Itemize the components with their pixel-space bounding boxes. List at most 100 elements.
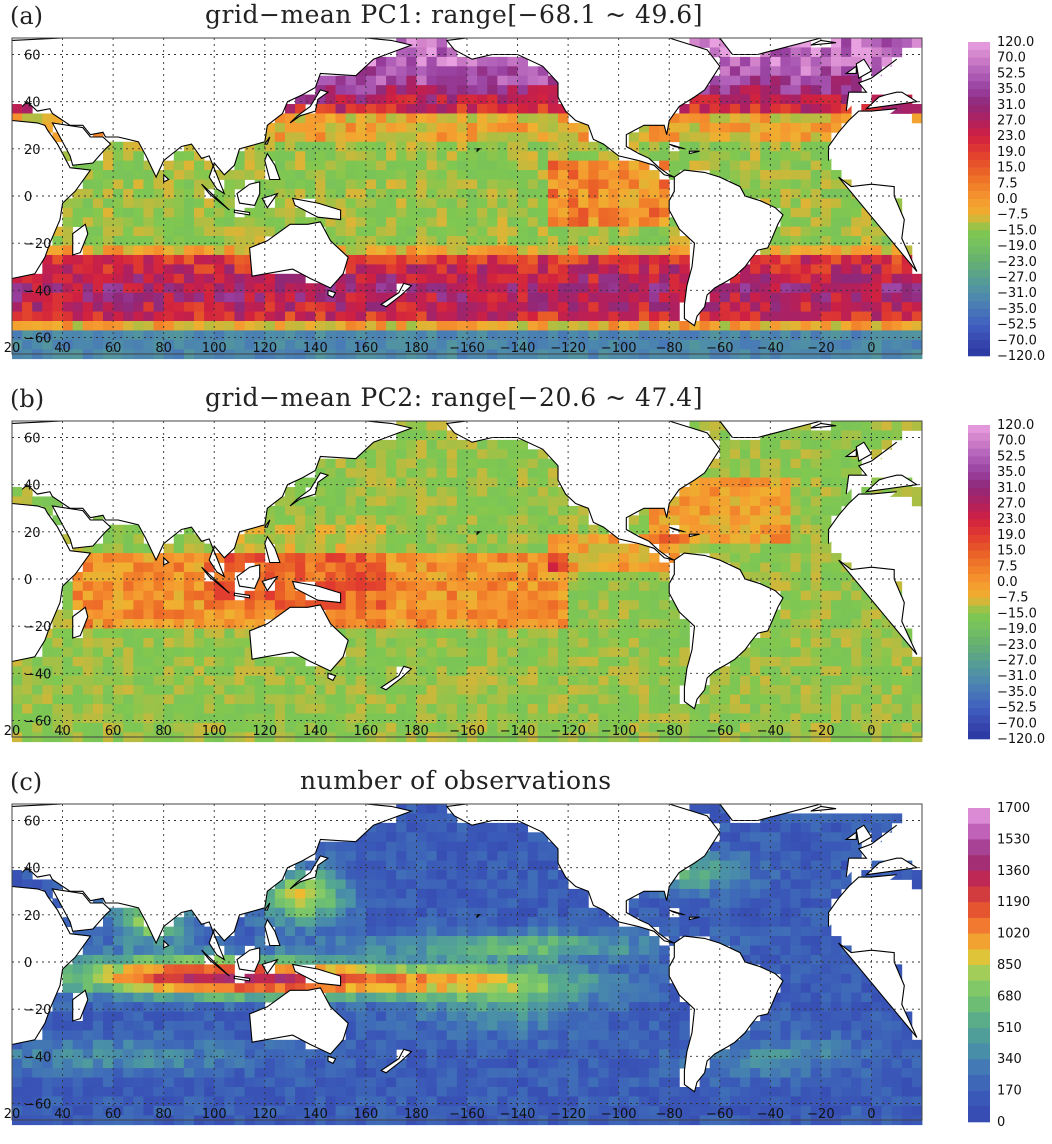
grid-cell	[609, 610, 620, 620]
grid-cell	[811, 704, 822, 714]
grid-cell	[507, 283, 518, 293]
grid-cell	[275, 321, 286, 331]
grid-cell	[770, 553, 781, 563]
grid-cell	[386, 246, 397, 256]
grid-cell	[366, 198, 377, 208]
grid-cell	[791, 657, 802, 667]
grid-cell	[366, 553, 377, 563]
grid-cell	[416, 610, 427, 620]
grid-cell	[750, 704, 761, 714]
grid-cell	[588, 189, 599, 199]
grid-cell	[113, 544, 124, 554]
colorbar-label: 0.0	[997, 575, 1018, 590]
grid-cell	[750, 142, 761, 152]
grid-cell	[83, 1087, 94, 1097]
grid-cell	[780, 302, 791, 312]
grid-cell	[760, 302, 771, 312]
colorbar-swatch	[968, 50, 990, 58]
grid-cell	[659, 302, 670, 312]
grid-cell	[821, 189, 832, 199]
grid-cell	[598, 666, 609, 676]
grid-cell	[538, 236, 549, 246]
grid-cell	[194, 695, 205, 705]
grid-cell	[791, 685, 802, 695]
grid-cell	[740, 562, 751, 572]
grid-cell	[689, 713, 700, 723]
grid-cell	[386, 85, 397, 95]
grid-cell	[174, 198, 185, 208]
grid-cell	[619, 321, 630, 331]
grid-cell	[659, 515, 670, 525]
grid-cell	[619, 591, 630, 601]
grid-cell	[42, 657, 53, 667]
grid-cell	[477, 506, 488, 516]
grid-cell	[689, 104, 700, 114]
grid-cell	[619, 657, 630, 667]
grid-cell	[760, 666, 771, 676]
grid-cell	[578, 544, 589, 554]
grid-cell	[52, 1068, 63, 1078]
grid-cell	[224, 293, 235, 303]
grid-cell	[528, 142, 539, 152]
grid-cell	[315, 312, 326, 322]
grid-cell	[497, 506, 508, 516]
grid-cell	[427, 142, 438, 152]
colorbar-swatch	[968, 464, 990, 472]
grid-cell	[245, 685, 256, 695]
grid-cell	[659, 619, 670, 629]
grid-cell	[791, 57, 802, 67]
grid-cell	[366, 113, 377, 123]
grid-cell	[83, 572, 94, 582]
grid-cell	[376, 293, 387, 303]
grid-cell	[113, 293, 124, 303]
grid-cell	[194, 600, 205, 610]
grid-cell	[629, 293, 640, 303]
grid-cell	[376, 227, 387, 237]
colorbar-swatch	[968, 160, 990, 168]
grid-cell	[447, 478, 458, 488]
grid-cell	[174, 179, 185, 189]
grid-cell	[143, 638, 154, 648]
grid-cell	[63, 610, 74, 620]
grid-cell	[649, 562, 660, 572]
grid-cell	[406, 525, 417, 535]
grid-cell	[265, 302, 276, 312]
grid-cell	[578, 534, 589, 544]
grid-cell	[103, 1087, 114, 1097]
grid-cell	[123, 302, 134, 312]
grid-cell	[427, 123, 438, 133]
grid-cell	[578, 591, 589, 601]
grid-cell	[427, 421, 438, 431]
grid-cell	[811, 525, 822, 535]
grid-cell	[174, 610, 185, 620]
grid-cell	[396, 553, 407, 563]
grid-cell	[892, 657, 903, 667]
grid-cell	[265, 274, 276, 284]
grid-cell	[811, 283, 822, 293]
grid-cell	[103, 1096, 114, 1106]
grid-cell	[507, 629, 518, 639]
grid-cell	[315, 562, 326, 572]
grid-cell	[558, 151, 569, 161]
grid-cell	[811, 293, 822, 303]
grid-cell	[568, 525, 579, 535]
grid-cell	[770, 255, 781, 265]
grid-cell	[730, 704, 741, 714]
grid-cell	[234, 629, 245, 639]
grid-cell	[224, 591, 235, 601]
grid-cell	[143, 321, 154, 331]
grid-cell	[63, 1012, 74, 1022]
grid-cell	[619, 264, 630, 274]
grid-cell	[447, 562, 458, 572]
grid-cell	[63, 302, 74, 312]
grid-cell	[629, 302, 640, 312]
grid-cell	[133, 676, 144, 686]
grid-cell	[376, 629, 387, 639]
grid-cell	[770, 179, 781, 189]
grid-cell	[416, 591, 427, 601]
grid-cell	[275, 506, 286, 516]
grid-cell	[467, 459, 478, 469]
grid-cell	[619, 330, 630, 340]
grid-cell	[548, 600, 559, 610]
grid-cell	[831, 430, 842, 440]
